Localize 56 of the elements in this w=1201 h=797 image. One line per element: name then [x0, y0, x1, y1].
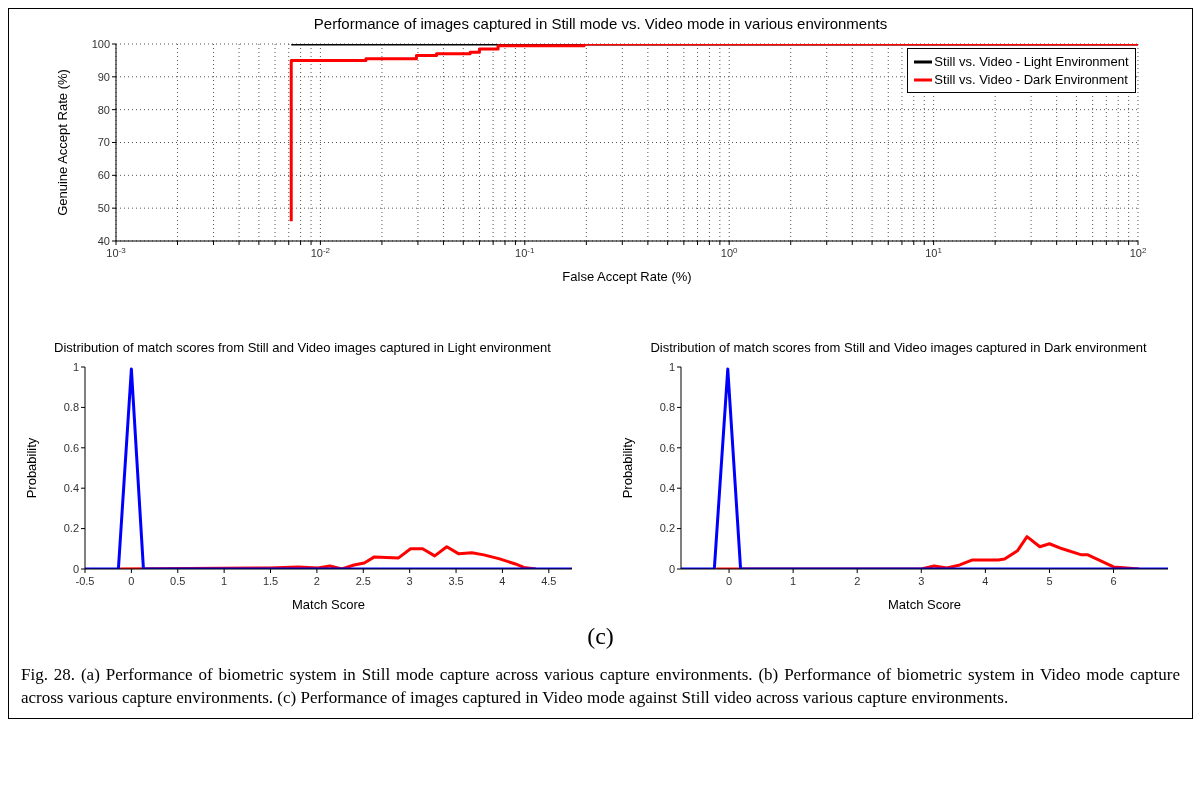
y-tick-label: 100 [91, 37, 110, 50]
y-tick-label: 90 [97, 70, 110, 83]
x-tick-label: 3.5 [448, 574, 464, 587]
x-tick-label: 1 [221, 574, 228, 587]
y-tick-label: 60 [97, 169, 110, 182]
y-tick-label: 0.8 [63, 401, 79, 414]
x-tick-label: 10$^{1}$ [924, 245, 942, 259]
legend-label: Still vs. Video - Dark Environment [934, 72, 1128, 87]
y-tick-label: 1 [668, 360, 675, 373]
y-axis-title: Probability [23, 437, 39, 499]
y-tick-label: 0.2 [659, 522, 675, 535]
x-tick-label: 2 [313, 574, 320, 587]
y-tick-label: 0.2 [63, 522, 79, 535]
chart-title: Distribution of match scores from Still and Video images captured in Dark environment [649, 340, 1148, 357]
caption: Fig. 28. (a) Performance of biometric system in Still mode capture across various capture environments. (b) Performance of biometric system in Video mode capture across various capture environments. (c) Performance of images captured in Video mode against Still video across various capture environments. [20, 664, 1181, 709]
x-tick-label: 10$^{2}$ [1129, 245, 1147, 259]
y-tick-label: 0 [72, 562, 79, 575]
x-tick-label: 10$^{-1}$ [514, 245, 535, 259]
x-axis-title: Match Score [888, 597, 961, 612]
x-tick-label: 10$^{0}$ [720, 245, 738, 259]
chart-title: Performance of images captured in Still mode vs. Video mode in various environments [312, 15, 889, 34]
y-tick-label: 70 [97, 136, 110, 149]
x-axis-title: False Accept Rate (%) [561, 269, 692, 284]
y-tick-label: 0.4 [659, 482, 675, 495]
y-tick-label: 0.6 [659, 441, 675, 454]
x-tick-label: 0 [128, 574, 135, 587]
y-tick-label: 1 [72, 360, 79, 373]
y-tick-label: 0 [668, 562, 675, 575]
y-tick-label: 0.8 [659, 401, 675, 414]
x-tick-label: 3 [918, 574, 925, 587]
x-axis-title: Match Score [292, 597, 365, 612]
x-tick-label: 0.5 [170, 574, 186, 587]
x-tick-label: 5 [1046, 574, 1053, 587]
y-tick-label: 0.4 [63, 482, 79, 495]
x-tick-label: 2 [854, 574, 861, 587]
y-tick-label: 50 [97, 202, 110, 215]
x-tick-label: 0 [726, 574, 733, 587]
x-tick-label: 2.5 [355, 574, 371, 587]
chart-title: Distribution of match scores from Still and Video images captured in Light environment [53, 340, 552, 357]
y-axis-title: Genuine Accept Rate (%) [54, 69, 70, 216]
text: (c) [586, 623, 615, 650]
x-tick-label: 4 [499, 574, 506, 587]
x-tick-label: 4.5 [541, 574, 557, 587]
y-tick-label: 80 [97, 103, 110, 116]
x-tick-label: 4 [982, 574, 989, 587]
legend-label: Still vs. Video - Light Environment [934, 54, 1129, 69]
x-tick-label: 1.5 [262, 574, 279, 587]
y-tick-label: 40 [97, 234, 110, 247]
x-tick-label: 1 [790, 574, 797, 587]
x-tick-label: 10$^{-2}$ [310, 245, 331, 259]
x-tick-label: -0.5 [75, 574, 95, 587]
y-axis-title: Probability [619, 437, 635, 499]
x-tick-label: 3 [406, 574, 413, 587]
y-tick-label: 0.6 [63, 441, 79, 454]
x-tick-label: 10$^{-3}$ [105, 245, 126, 259]
x-tick-label: 6 [1110, 574, 1117, 587]
